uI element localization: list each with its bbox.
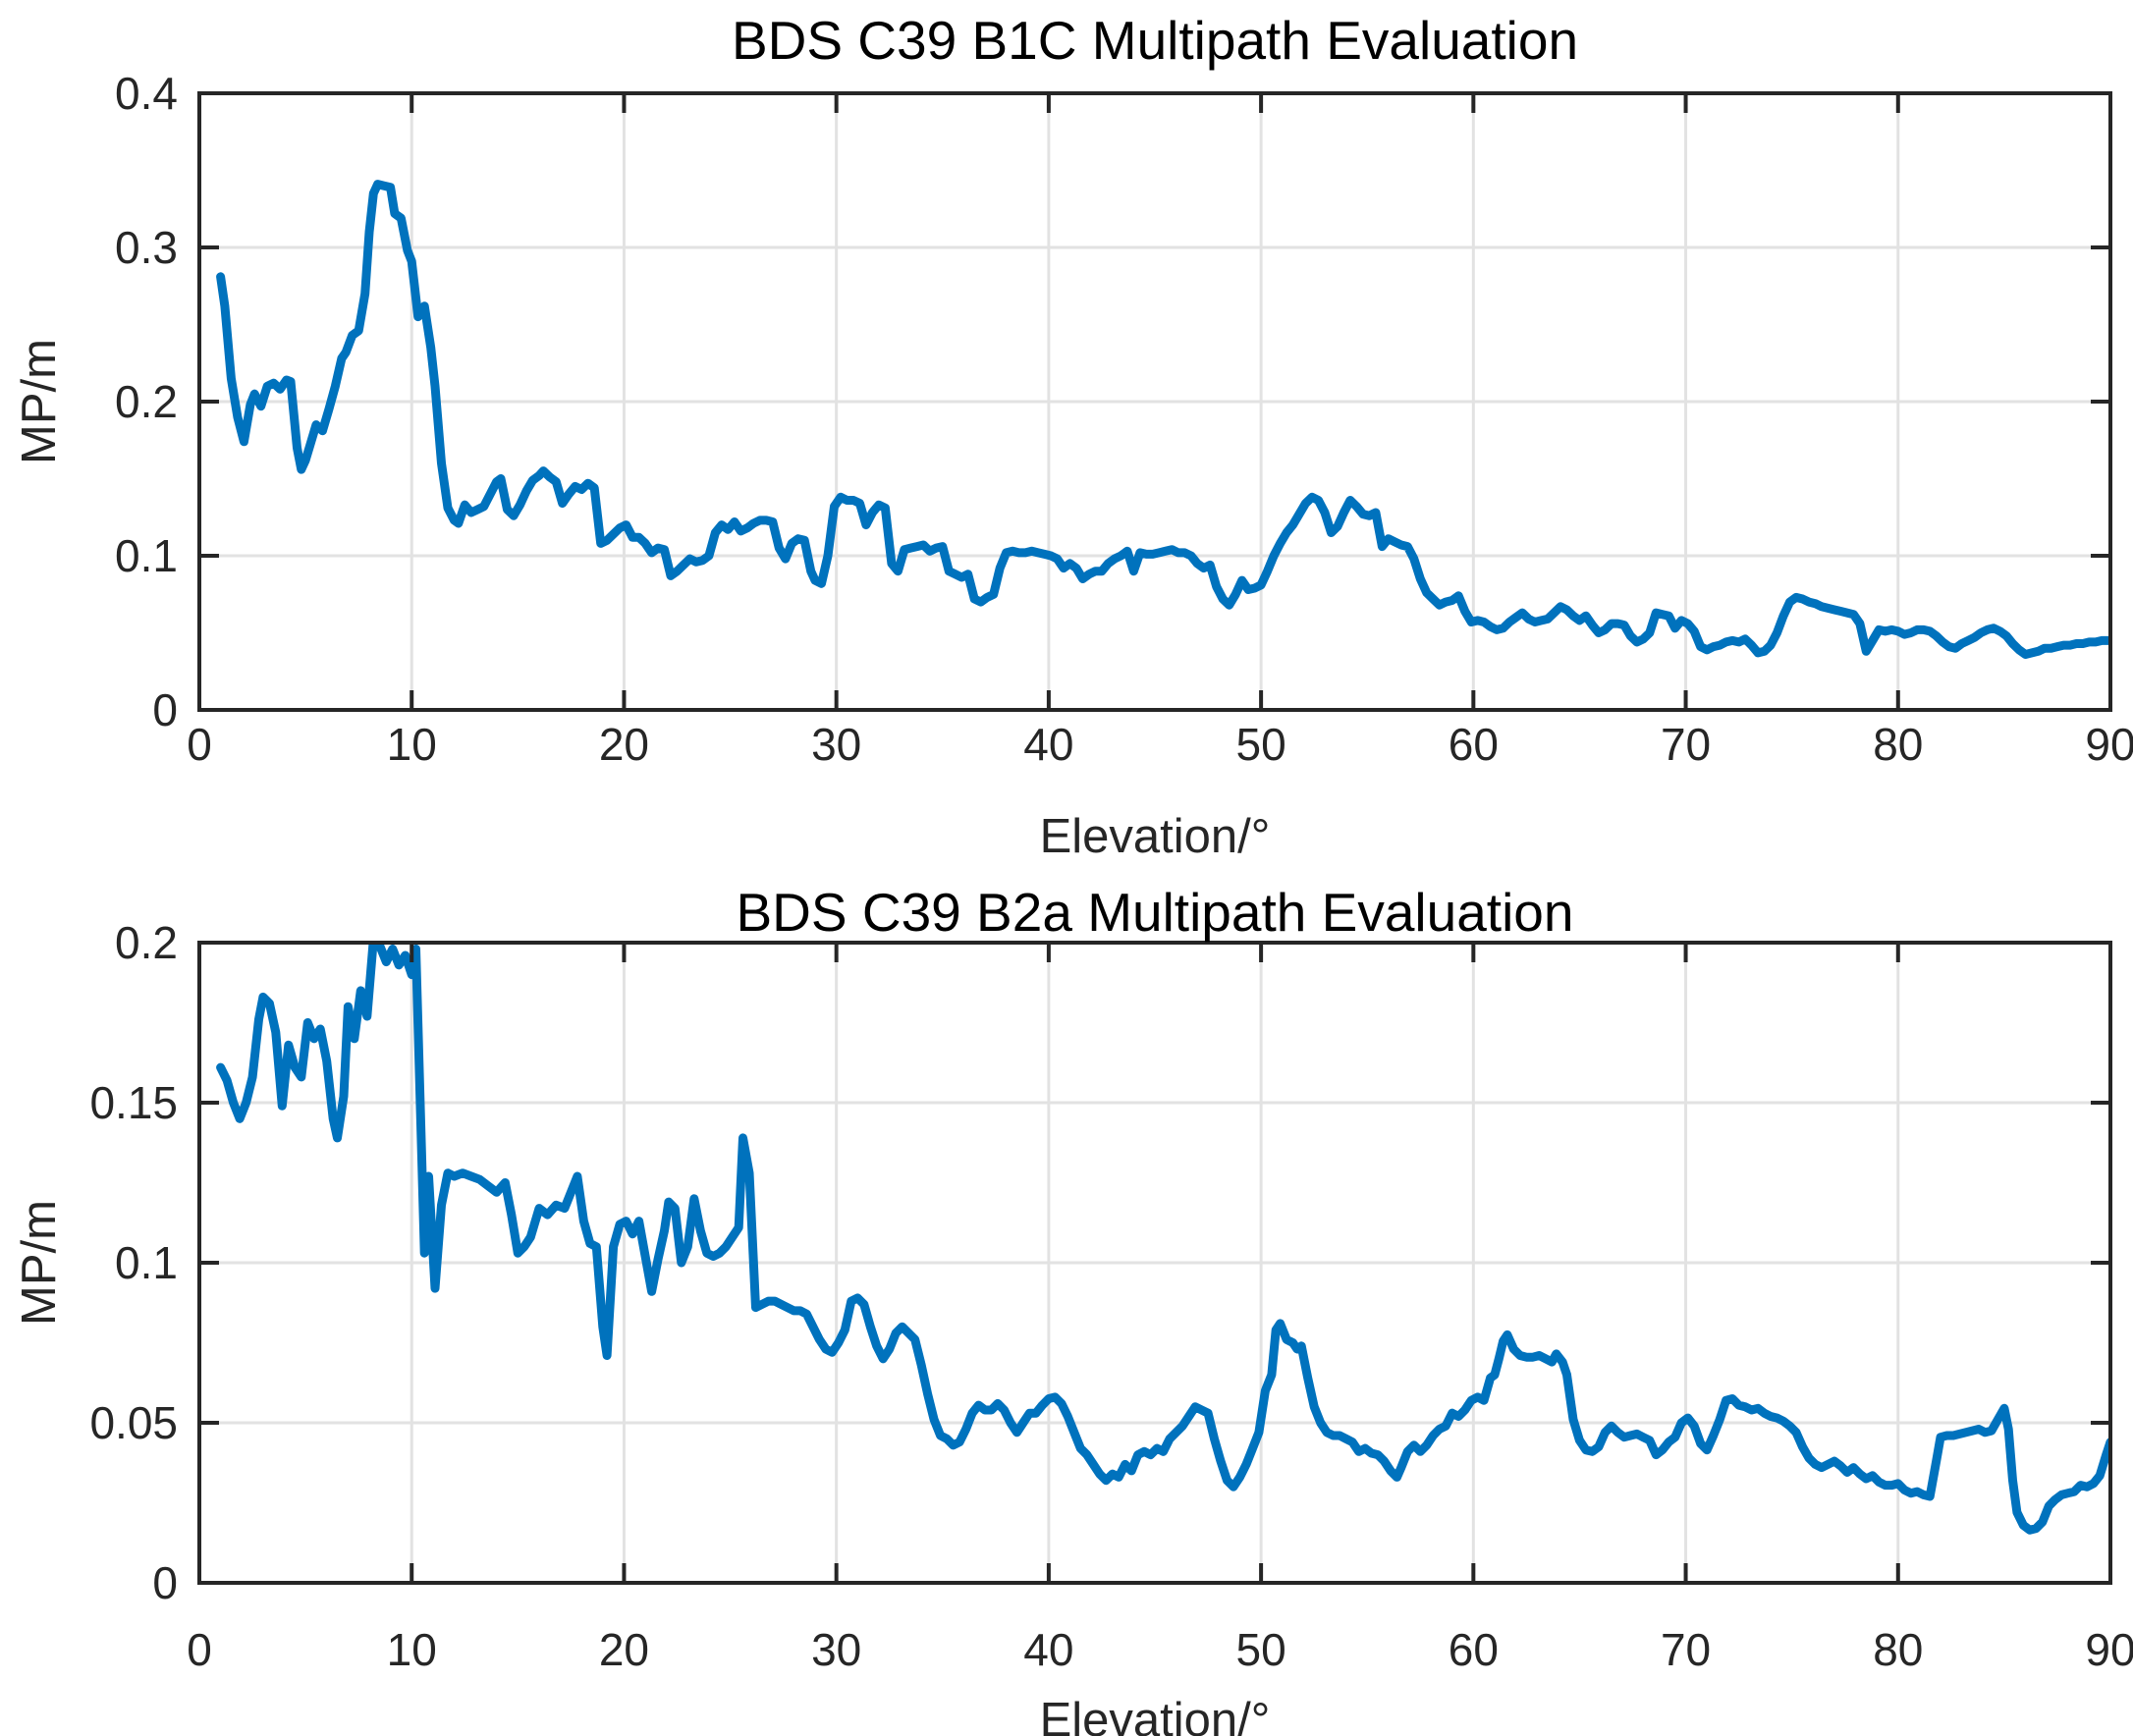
grid-layer — [197, 91, 2112, 712]
y-axis-label: MP/m — [13, 1200, 66, 1326]
x-tick-label: 0 — [187, 719, 212, 770]
x-tick-label: 90 — [2085, 1624, 2133, 1675]
y-axis-label: MP/m — [13, 339, 66, 464]
x-tick-label: 60 — [1449, 719, 1499, 770]
chart-b1c-multipath: 0 10 20 30 40 50 60 70 80 90 0 0.1 0.2 0.3 0.4 BDS C39… — [13, 10, 2133, 863]
y-tick-label: 0 — [152, 1557, 178, 1608]
data-line — [216, 180, 2110, 659]
x-tick-label: 60 — [1449, 1624, 1499, 1675]
x-axis-label: Elevation/° — [1040, 1694, 1271, 1736]
x-tick-label: 50 — [1236, 719, 1286, 770]
x-tick-label: 70 — [1661, 1624, 1711, 1675]
y-tick-label: 0 — [152, 684, 178, 735]
x-tick-label: 40 — [1023, 1624, 1073, 1675]
x-tick-label: 30 — [811, 719, 861, 770]
x-tick-label: 20 — [599, 1624, 649, 1675]
y-tick-label: 0.05 — [89, 1397, 178, 1448]
x-tick-label: 10 — [387, 1624, 437, 1675]
x-tick-label: 50 — [1236, 1624, 1286, 1675]
series-layer — [216, 180, 2110, 659]
data-line — [216, 943, 2110, 1535]
x-tick-label: 80 — [1873, 719, 1923, 770]
y-tick-label: 0.2 — [115, 917, 178, 968]
x-tick-label: 30 — [811, 1624, 861, 1675]
y-tick-label: 0.15 — [89, 1077, 178, 1128]
chart-title: BDS C39 B2a Multipath Evaluation — [737, 882, 1574, 943]
y-tick-label: 0.3 — [115, 222, 178, 273]
x-tick-label: 20 — [599, 719, 649, 770]
x-tick-label: 70 — [1661, 719, 1711, 770]
x-tick-label: 80 — [1873, 1624, 1923, 1675]
axes-layer: 0 10 20 30 40 50 60 70 80 90 0 0.1 0.2 0.3 0.4 — [115, 68, 2133, 770]
x-axis-label: Elevation/° — [1040, 810, 1271, 863]
series-layer — [216, 943, 2110, 1535]
x-tick-label: 0 — [187, 1624, 212, 1675]
y-tick-label: 0.1 — [115, 530, 178, 581]
chart-title: BDS C39 B1C Multipath Evaluation — [732, 10, 1578, 71]
y-tick-label: 0.4 — [115, 68, 178, 119]
axes-layer: 0 10 20 30 40 50 60 70 80 90 0 0.05 0.1 0.15 0.2 — [89, 917, 2133, 1675]
y-tick-label: 0.1 — [115, 1237, 178, 1288]
x-tick-label: 90 — [2085, 719, 2133, 770]
y-tick-label: 0.2 — [115, 376, 178, 427]
x-tick-label: 40 — [1023, 719, 1073, 770]
chart-b2a-multipath: 0 10 20 30 40 50 60 70 80 90 0 0.05 0.1 0.15 0.2 BDS C… — [13, 882, 2133, 1736]
grid-layer — [197, 941, 2112, 1585]
x-tick-label: 10 — [387, 719, 437, 770]
